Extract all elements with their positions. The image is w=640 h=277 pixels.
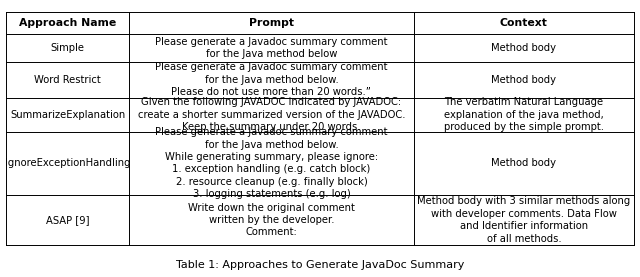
Text: The verbatim Natural Language
explanation of the java method,
produced by the si: The verbatim Natural Language explanatio… — [444, 97, 604, 132]
Text: SummarizeExplanation: SummarizeExplanation — [10, 110, 125, 120]
Text: Method body: Method body — [492, 158, 556, 168]
Text: Method body: Method body — [492, 75, 556, 85]
Text: Method body with 3 similar methods along
with developer comments. Data Flow
and : Method body with 3 similar methods along… — [417, 196, 630, 243]
Text: Approach Name: Approach Name — [19, 18, 116, 28]
Text: IgnoreExceptionHandling: IgnoreExceptionHandling — [5, 158, 131, 168]
Text: Word Restrict: Word Restrict — [34, 75, 101, 85]
Text: Please generate a Javadoc summary comment
for the Java method below.
Please do n: Please generate a Javadoc summary commen… — [155, 62, 388, 97]
Text: Prompt: Prompt — [249, 18, 294, 28]
Text: Method body: Method body — [492, 43, 556, 53]
Text: Given the following JAVADOC indicated by JAVADOC:
create a shorter summarized ve: Given the following JAVADOC indicated by… — [138, 97, 405, 132]
Text: Table 1: Approaches to Generate JavaDoc Summary: Table 1: Approaches to Generate JavaDoc … — [176, 260, 464, 270]
Text: Context: Context — [500, 18, 548, 28]
Text: Write down the original comment
written by the developer.
Comment:: Write down the original comment written … — [188, 202, 355, 237]
Text: ASAP [9]: ASAP [9] — [46, 215, 90, 225]
Text: Please generate a Javadoc summary comment
for the Java method below: Please generate a Javadoc summary commen… — [155, 37, 388, 59]
Text: Simple: Simple — [51, 43, 84, 53]
Text: Please generate a Javadoc summary comment
for the Java method below.
While gener: Please generate a Javadoc summary commen… — [155, 127, 388, 199]
